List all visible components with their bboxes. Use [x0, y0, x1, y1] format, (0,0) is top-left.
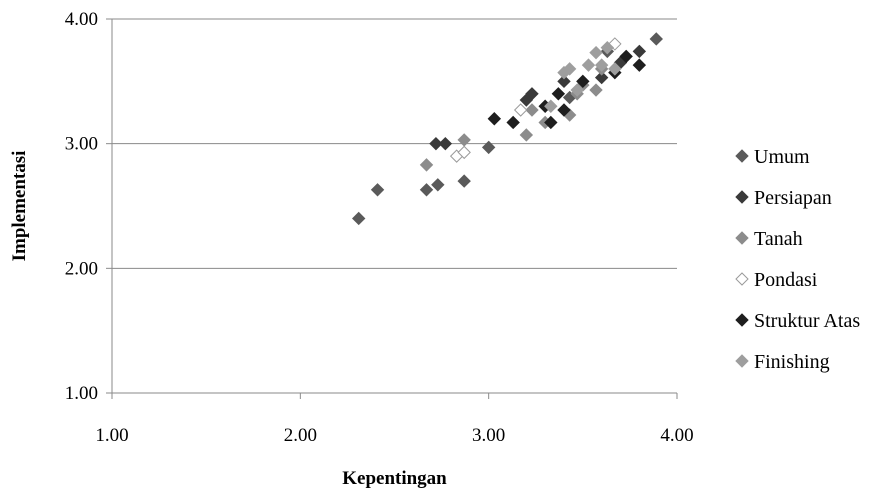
x-tick-label: 1.00 [95, 425, 128, 446]
data-point [608, 62, 622, 76]
data-point [352, 211, 366, 226]
data-point [594, 58, 609, 72]
y-tick-label: 3.00 [65, 134, 98, 155]
data-point [419, 183, 434, 197]
y-tick-label: 2.00 [65, 258, 98, 279]
data-point [513, 103, 528, 117]
legend-label: Struktur Atas [754, 310, 860, 332]
data-point [457, 174, 471, 188]
y-axis-ticks: 1.00 2.00 3.00 4.00 [65, 9, 112, 404]
data-point [519, 128, 534, 142]
data-point [589, 45, 603, 60]
data-point [431, 178, 445, 192]
legend-label: Umum [754, 146, 810, 168]
x-axis-ticks: 1.00 2.00 3.00 4.00 [95, 393, 694, 446]
data-point [619, 49, 633, 64]
data-point [589, 83, 603, 97]
series-finishing [544, 40, 622, 113]
data-point [562, 62, 577, 76]
data-point [594, 70, 609, 85]
data-point [429, 136, 443, 151]
legend: Umum Persiapan Tanah Pondasi Struktur Atas Fi… [735, 146, 860, 373]
data-point [487, 112, 502, 126]
data-point [506, 115, 520, 130]
x-axis-title: Kepentingan [342, 468, 447, 488]
data-point [525, 103, 539, 117]
legend-label: Pondasi [754, 269, 818, 291]
data-point [370, 183, 385, 197]
series-persiapan [429, 44, 647, 151]
data-point [419, 158, 434, 172]
legend-label: Finishing [754, 351, 830, 373]
data-point [600, 40, 615, 55]
legend-marker [735, 354, 749, 368]
data-point [557, 74, 571, 89]
data-points [352, 32, 663, 226]
x-tick-label: 4.00 [660, 425, 693, 446]
data-point [457, 145, 471, 160]
data-point [481, 140, 496, 155]
data-point [525, 87, 539, 101]
y-tick-label: 1.00 [65, 383, 98, 404]
data-point [632, 44, 647, 59]
data-point [551, 87, 566, 101]
data-point [632, 58, 647, 72]
legend-marker [735, 272, 749, 286]
legend-marker [735, 149, 749, 163]
x-tick-label: 3.00 [472, 425, 505, 446]
legend-label: Persiapan [754, 187, 832, 209]
legend-label: Tanah [754, 228, 803, 250]
y-tick-label: 4.00 [65, 9, 98, 30]
data-point [570, 83, 584, 97]
legend-marker [735, 190, 749, 204]
data-point [581, 58, 596, 72]
data-point [544, 99, 558, 113]
gridlines [112, 18, 677, 269]
y-axis-title: Implementasi [9, 151, 30, 262]
data-point [544, 115, 558, 130]
data-point [576, 74, 590, 89]
x-tick-label: 2.00 [284, 425, 317, 446]
legend-marker [735, 313, 749, 327]
data-point [557, 103, 571, 117]
legend-marker [735, 231, 749, 245]
data-point [438, 136, 453, 151]
data-point [649, 32, 663, 46]
